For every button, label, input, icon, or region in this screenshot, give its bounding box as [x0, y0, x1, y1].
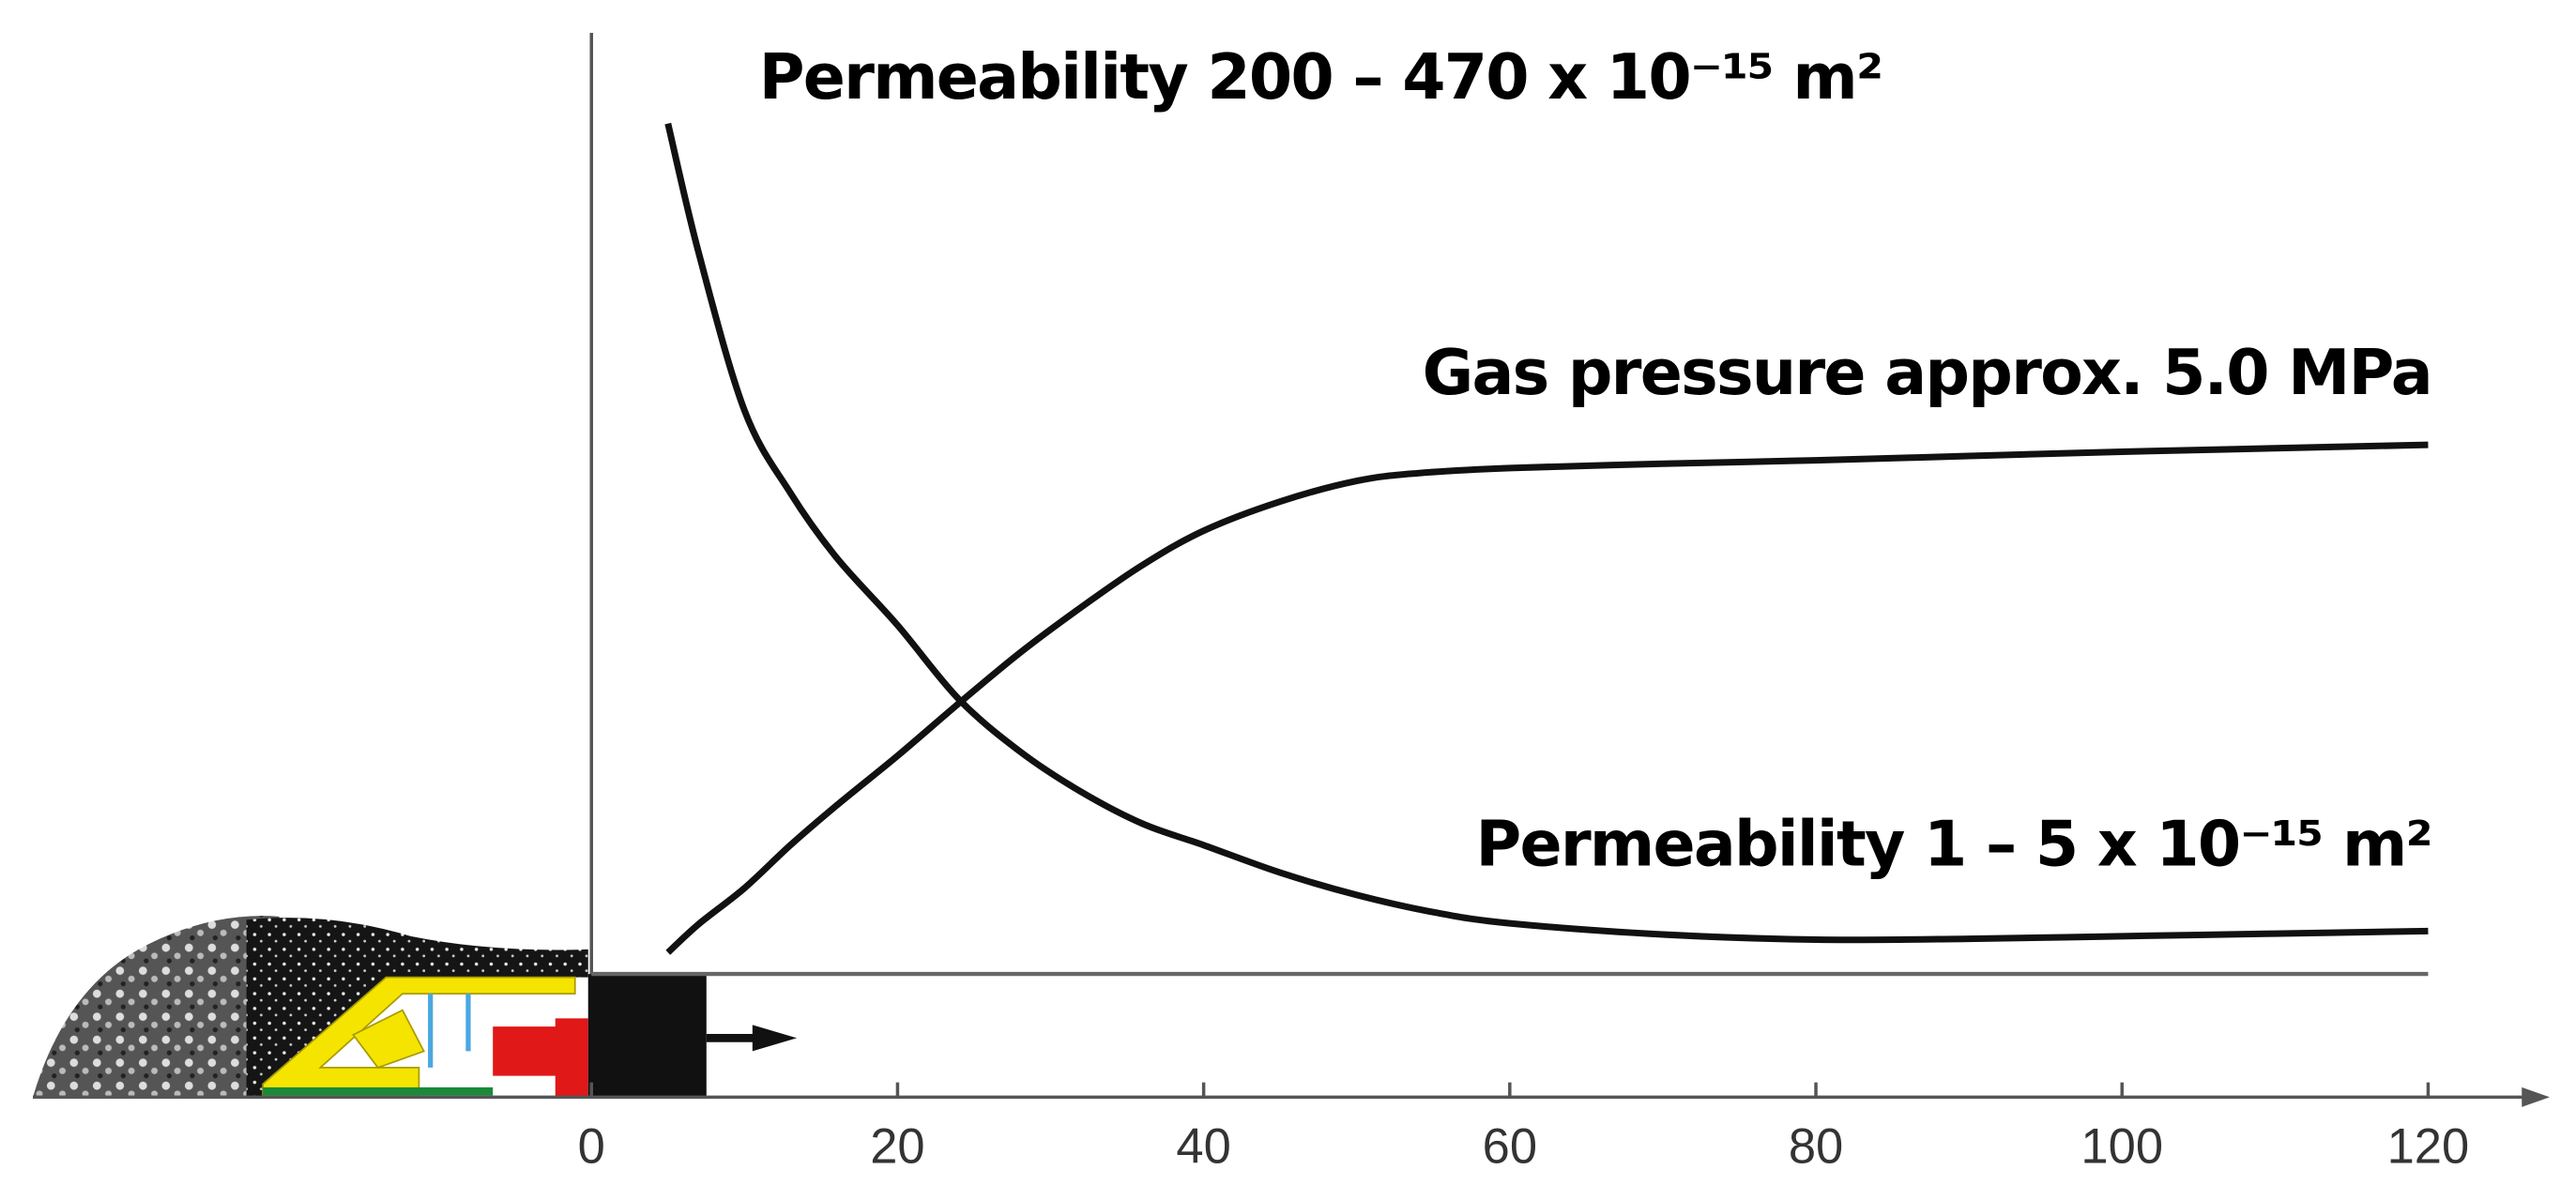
x-tick-label: 60	[1483, 1118, 1537, 1174]
mining-machine	[33, 916, 798, 1099]
curve	[664, 122, 2429, 944]
x-tick-label: 0	[578, 1118, 605, 1174]
annotation: Permeability 1 – 5 x 10⁻¹⁵ m²	[1476, 808, 2431, 881]
annotation: Gas pressure approx. 5.0 MPa	[1423, 336, 2431, 409]
x-tick-label: 100	[2081, 1118, 2163, 1174]
x-tick-label: 20	[870, 1118, 924, 1174]
x-tick-label: 120	[2387, 1118, 2470, 1174]
x-tick-label: 80	[1789, 1118, 1843, 1174]
curve	[665, 441, 2429, 955]
x-tick-label: 40	[1176, 1118, 1230, 1174]
x-axis-arrow	[2522, 1086, 2550, 1107]
annotation: Permeability 200 – 470 x 10⁻¹⁵ m²	[759, 40, 1882, 114]
